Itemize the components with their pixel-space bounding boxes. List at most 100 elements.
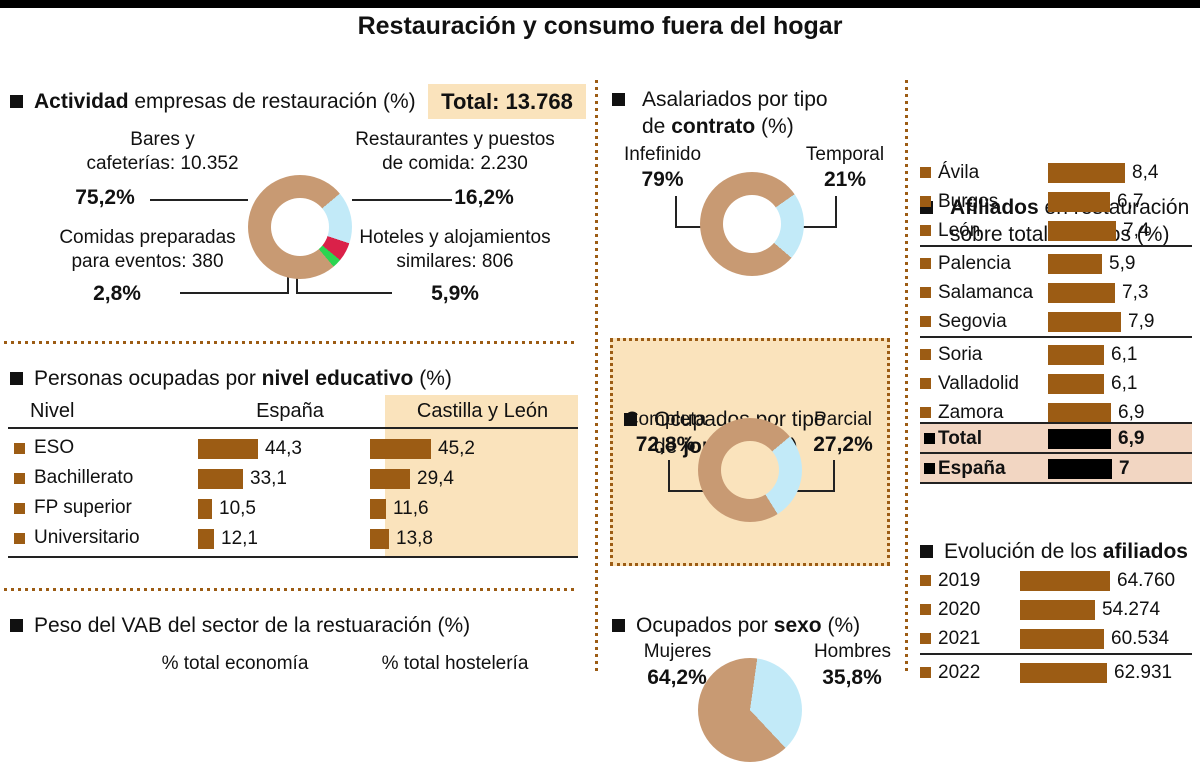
province-value: 7,4 (1123, 219, 1150, 241)
row-bullet-icon (920, 167, 931, 178)
jornada-left-pct: 72,8% (635, 433, 696, 456)
page-title: Restauración y consumo fuera del hogar (357, 12, 843, 40)
row-bullet-icon (920, 258, 931, 269)
row-bullet-icon (920, 575, 931, 586)
row-bullet-icon (14, 443, 25, 454)
cyl-cell: 11,6 (370, 498, 429, 519)
row-bullet-icon (920, 407, 931, 418)
year-bar (1020, 628, 1104, 649)
square-bullet-icon (10, 619, 23, 632)
espana-bar (1048, 458, 1112, 479)
province-bar (1048, 402, 1111, 423)
province-value: 8,4 (1132, 161, 1159, 183)
slice-label-comidas: Comidas preparadas para eventos: 380 (59, 227, 236, 272)
bar-row: Ávila 8,4 (920, 158, 1192, 187)
jornada-right-pct: 27,2% (813, 433, 873, 456)
group-separator (920, 245, 1192, 247)
year-label: 2019 (938, 570, 981, 591)
bar-row: 2020 54.274 (920, 595, 1198, 624)
table-row: Bachillerato 33,1 29,4 (8, 463, 578, 493)
year-bar (1020, 662, 1107, 683)
col-header-nivel: Nivel (30, 400, 75, 422)
row-label: España (938, 458, 1006, 479)
jornada-left-label: Completa (624, 409, 707, 430)
row-bullet-icon (924, 463, 935, 474)
bar-row: 2021 60.534 (920, 624, 1198, 653)
row-label: Salamanca (938, 282, 1034, 303)
province-bar (1048, 311, 1121, 332)
province-value: 7,9 (1128, 310, 1155, 332)
square-bullet-icon (624, 413, 637, 426)
slice-pct-comidas: 2,8% (93, 282, 141, 305)
slice-label-hoteles: Hoteles y alojamientos similares: 806 (359, 227, 551, 272)
square-bullet-icon (10, 95, 23, 108)
donut-hole (271, 198, 329, 256)
row-bullet-icon (924, 433, 935, 444)
bar-row: Salamanca 7,3 (920, 278, 1192, 307)
espana-value: 7 (1119, 457, 1130, 479)
donut-chart-sexo (698, 658, 802, 762)
section-header-educativo: Personas ocupadas por nivel educativo (%… (10, 365, 452, 392)
section-header-sexo: Ocupados por sexo (%) (612, 612, 860, 639)
province-bar (1048, 191, 1110, 212)
province-bar (1048, 220, 1116, 241)
column-divider (595, 80, 598, 675)
espana-value: 44,3 (265, 437, 302, 459)
year-label: 2020 (938, 599, 981, 620)
row-label: Soria (938, 344, 983, 365)
row-bullet-icon (920, 225, 931, 236)
vab-col-hosteleria: % total hostelería (381, 653, 529, 674)
connector-line (180, 292, 287, 294)
donut-hole (723, 195, 781, 253)
dotted-divider (4, 341, 578, 344)
row-label: Burgos (938, 191, 999, 212)
year-label: 2021 (938, 628, 981, 649)
section-header-evolucion: Evolución de los afiliados (920, 538, 1188, 565)
section-header-vab: Peso del VAB del sector de la restuaraci… (10, 612, 470, 639)
row-label: Ávila (938, 162, 980, 183)
group-separator (920, 653, 1192, 655)
province-bar (1048, 282, 1115, 303)
province-value: 6,7 (1117, 190, 1144, 212)
slice-label-bares: Bares y cafeterías: 10.352 (86, 129, 239, 174)
column-divider (905, 80, 908, 675)
group-separator (920, 336, 1192, 338)
province-value: 6,1 (1111, 343, 1138, 365)
espana-bar (198, 438, 258, 459)
table-row: ESO 44,3 45,2 (8, 433, 578, 463)
row-label: Palencia (938, 253, 1011, 274)
espana-bar (198, 468, 243, 489)
row-label: Total (938, 428, 982, 449)
cyl-cell: 29,4 (370, 468, 454, 489)
espana-bar (198, 528, 214, 549)
sexo-right-label: Hombres (813, 641, 892, 662)
sexo-right-pct: 35,8% (822, 666, 882, 689)
slice-pct-hoteles: 5,9% (431, 282, 479, 305)
connector-elbow (675, 196, 714, 228)
espana-value: 10,5 (219, 497, 256, 519)
cyl-bar (370, 528, 389, 549)
row-label: ESO (34, 437, 75, 458)
cyl-bar (370, 468, 410, 489)
year-value: 64.760 (1117, 569, 1176, 591)
header-bold: Actividad (34, 90, 129, 113)
row-bullet-icon (920, 287, 931, 298)
connector-elbow (795, 460, 835, 492)
cyl-value: 45,2 (438, 437, 475, 459)
row-label: León (938, 220, 981, 241)
contrato-left-label: Infefinido (623, 144, 702, 165)
espana-row: España 7 (920, 454, 1192, 482)
province-bar (1048, 162, 1125, 183)
slice-pct-restaurantes: 16,2% (454, 186, 514, 209)
row-bullet-icon (14, 533, 25, 544)
vab-col-economia: % total economía (161, 653, 309, 674)
contrato-left-pct: 79% (641, 168, 684, 191)
year-value: 60.534 (1111, 627, 1170, 649)
province-bar (1048, 373, 1104, 394)
province-value: 6,9 (1118, 401, 1145, 423)
row-label: Segovia (938, 311, 1007, 332)
bar-row: León 7,4 (920, 216, 1192, 245)
slice-label-restaurantes: Restaurantes y puestos de comida: 2.230 (355, 129, 555, 174)
row-bullet-icon (920, 196, 931, 207)
row-bullet-icon (920, 378, 931, 389)
